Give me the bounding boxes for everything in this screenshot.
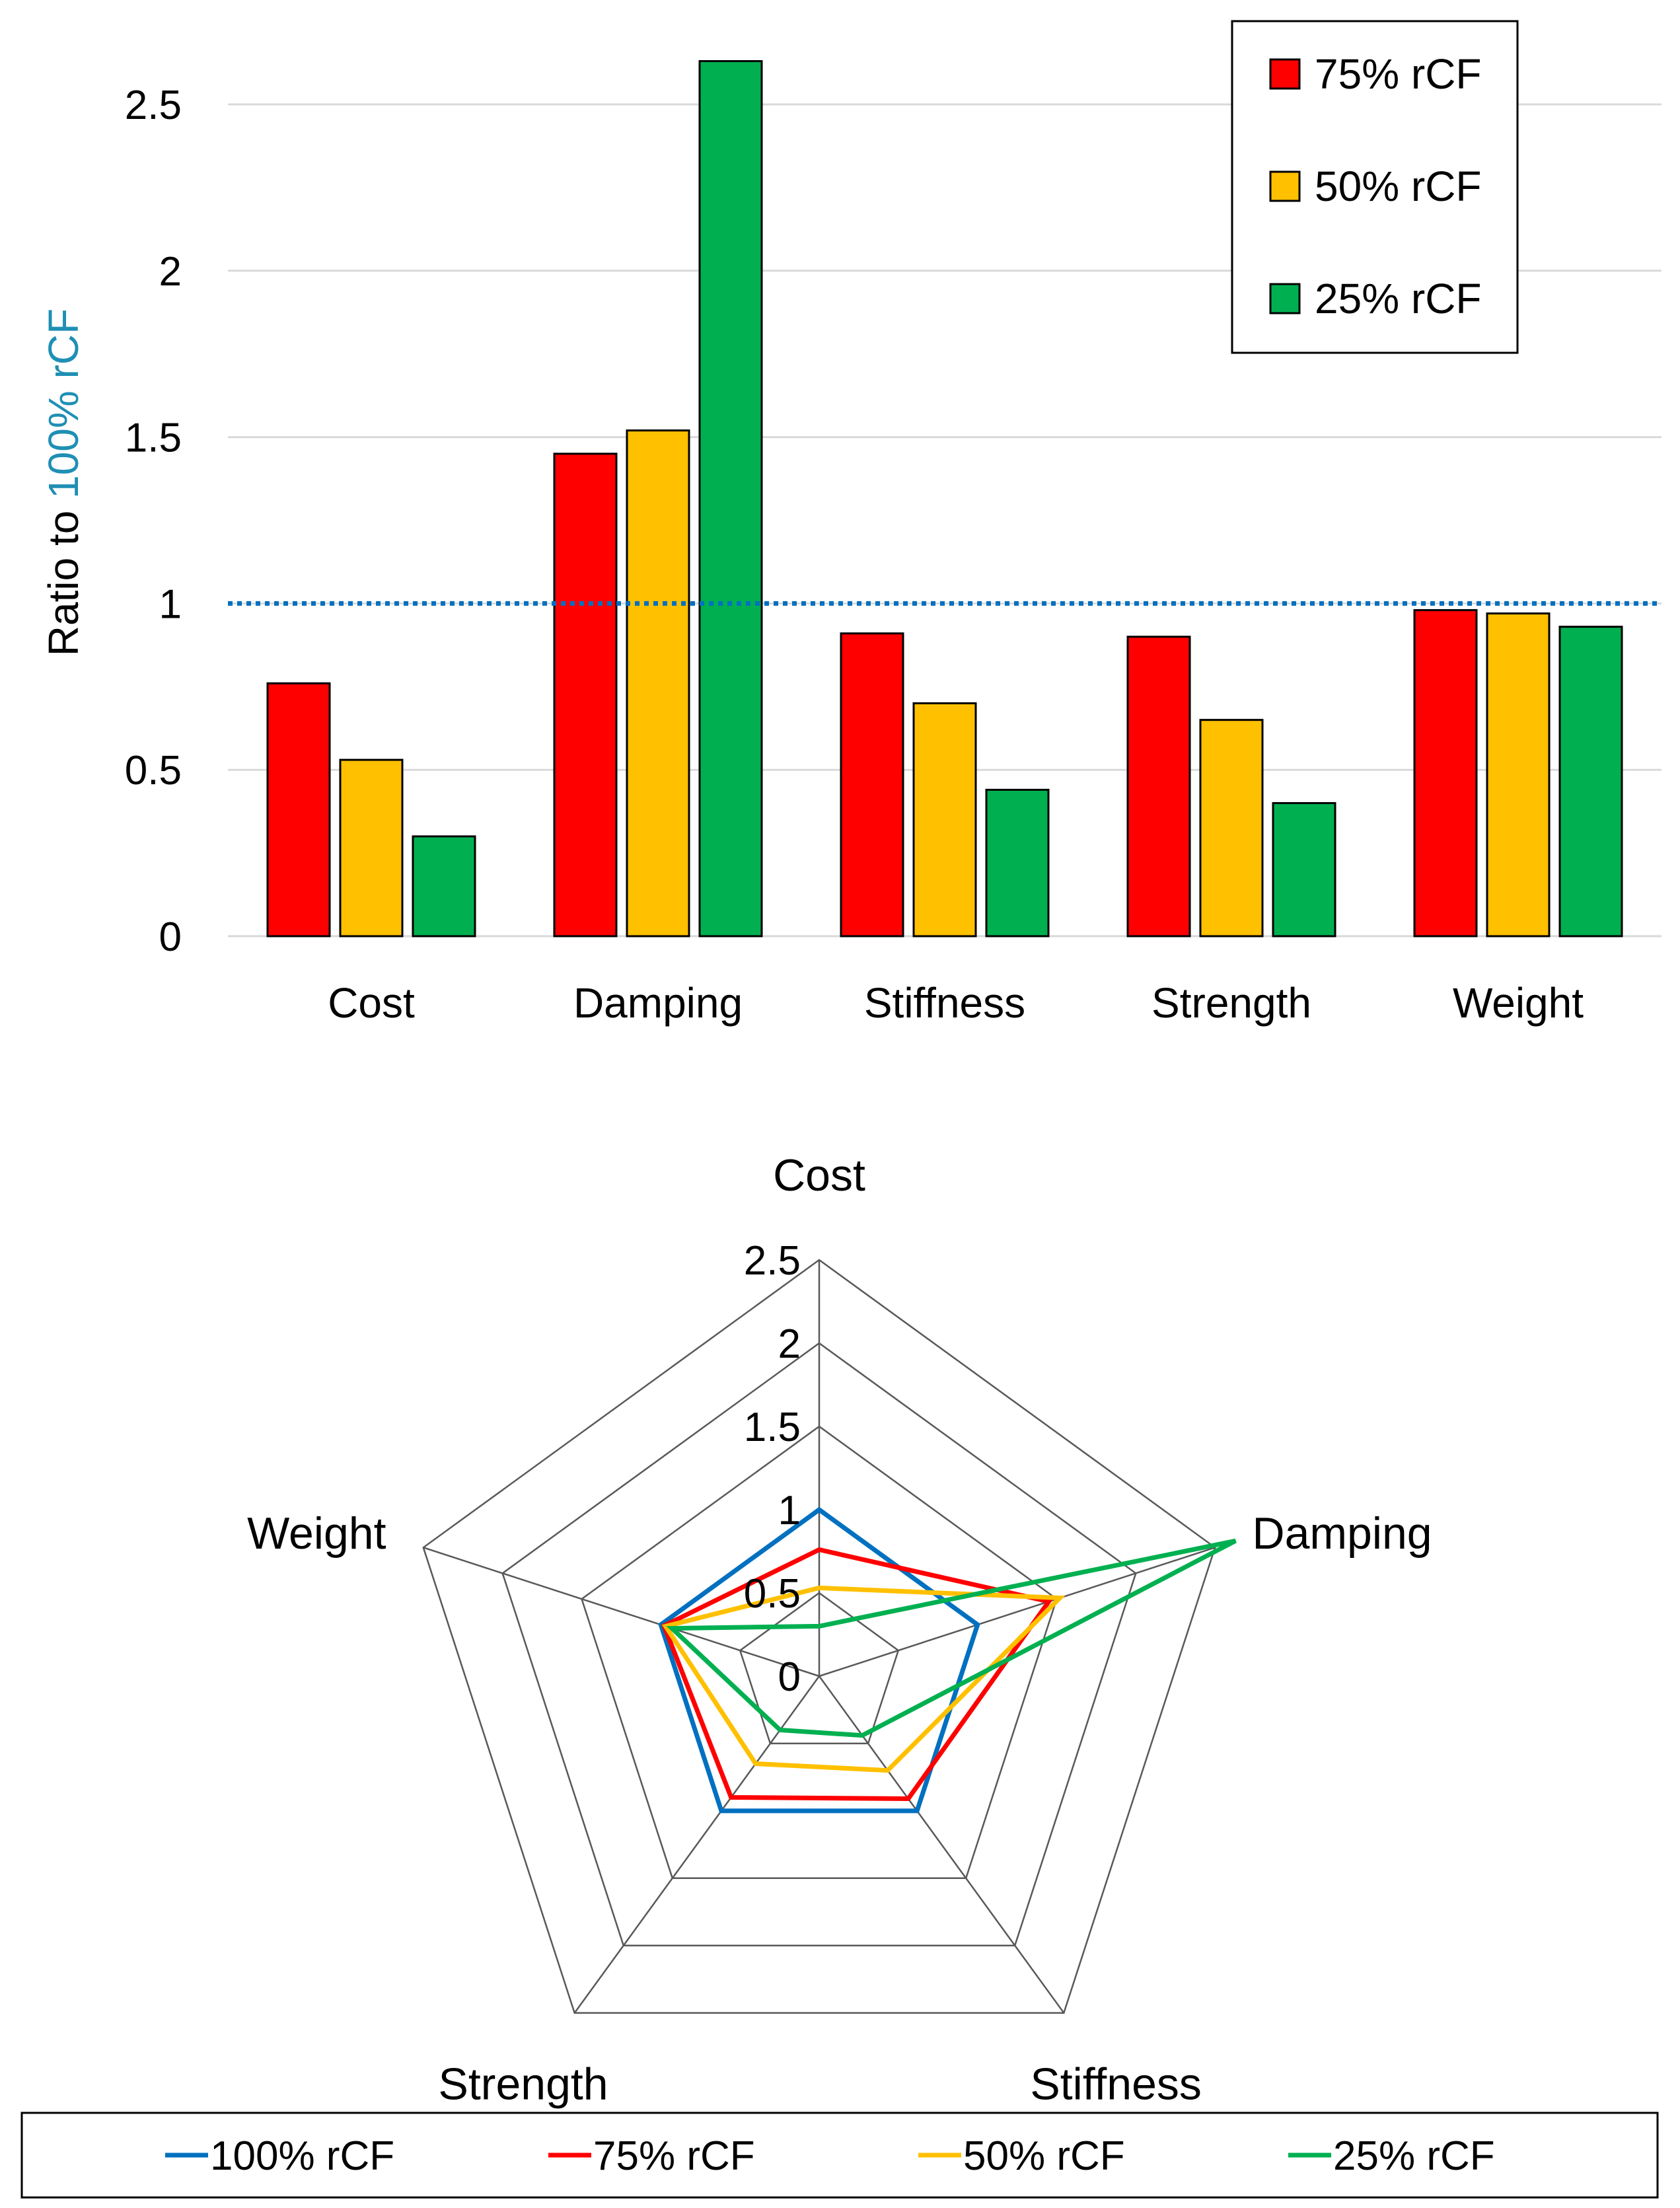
- bar-50rcf-strength: [1199, 719, 1264, 938]
- bar-x-tick-labels: Cost Damping Stiffness Strength Weight: [328, 979, 1584, 1027]
- bar-75rcf-strength: [1126, 636, 1191, 938]
- bar-x-tick-label: Weight: [1453, 979, 1584, 1027]
- y-axis-label-prefix: Ratio to: [40, 499, 87, 656]
- radar-series-75rcf: [661, 1547, 1053, 1802]
- radar-axis-label-weight: Weight: [247, 1508, 386, 1559]
- radar-r-tick-label: 2: [778, 1321, 801, 1367]
- bar-25rcf-strength: [1272, 802, 1336, 938]
- radar-legend: 100% rCF 75% rCF 50% rCF 25% rCF: [20, 2112, 1659, 2199]
- radar-legend-label: 75% rCF: [593, 2133, 755, 2179]
- radar-legend-box: [20, 2112, 1659, 2199]
- bar-50rcf-cost: [339, 758, 404, 938]
- bar-75rcf-damping: [553, 453, 618, 938]
- bar-legend: 75% rCF 50% rCF 25% rCF: [1231, 20, 1519, 354]
- bar-25rcf-damping: [698, 60, 763, 938]
- radar-r-tick-label: 0.5: [744, 1571, 801, 1617]
- bar-legend-label: 25% rCF: [1315, 275, 1482, 322]
- y-axis-label: Ratio to 100% rCF: [40, 309, 87, 656]
- radar-legend-label: 25% rCF: [1333, 2133, 1495, 2179]
- bar-75rcf-cost: [266, 682, 331, 938]
- bar-legend-label: 50% rCF: [1315, 163, 1482, 210]
- bar-y-tick-label: 1: [159, 581, 182, 627]
- radar-ring: [581, 1425, 1058, 1880]
- radar-r-tick-label: 1.5: [744, 1405, 801, 1450]
- bar-series-bars: [266, 60, 1623, 938]
- radar-grid: [422, 1259, 1216, 2014]
- bar-25rcf-weight: [1558, 626, 1623, 938]
- bar-chart: 0 0.5 1 1.5 2 2.5 Cost Damping Stiffness Strengt…: [40, 20, 1662, 1027]
- bar-x-tick-label: Cost: [328, 979, 415, 1027]
- bar-50rcf-weight: [1486, 612, 1551, 938]
- bar-legend-swatch: [1269, 283, 1301, 314]
- bar-y-tick-label: 0.5: [125, 748, 182, 793]
- radar-ring: [422, 1259, 1216, 2014]
- bar-legend-swatch: [1269, 170, 1301, 202]
- bar-y-tick-label: 2.5: [125, 83, 182, 128]
- bar-legend-swatch: [1269, 58, 1301, 90]
- radar-axis-label-strength: Strength: [439, 2059, 608, 2109]
- radar-axis-label-cost: Cost: [773, 1150, 865, 1200]
- bar-50rcf-damping: [626, 429, 690, 938]
- radar-r-tick-label: 2.5: [744, 1238, 801, 1284]
- bar-y-tick-label: 2: [159, 249, 182, 295]
- radar-chart: 0 0.5 1 1.5 2 2.5 Cost Damping Stiffness Strengt…: [20, 1150, 1659, 2199]
- bar-75rcf-weight: [1413, 608, 1478, 938]
- radar-r-tick-label: 1: [778, 1488, 801, 1533]
- bar-25rcf-stiffness: [985, 788, 1050, 938]
- bar-x-tick-label: Damping: [573, 979, 743, 1027]
- bar-y-tick-labels: 0 0.5 1 1.5 2 2.5: [125, 83, 182, 960]
- radar-axis-labels: Cost Damping Stiffness Strength Weight: [247, 1150, 1432, 2109]
- radar-spoke: [573, 1675, 821, 2014]
- bar-legend-label: 75% rCF: [1315, 50, 1482, 98]
- radar-series-50rcf: [661, 1585, 1066, 1773]
- radar-r-tick-labels: 0 0.5 1 1.5 2 2.5: [744, 1238, 801, 1700]
- radar-legend-label: 100% rCF: [210, 2133, 394, 2179]
- bar-x-tick-label: Stiffness: [864, 979, 1025, 1027]
- radar-series-25rcf: [666, 1538, 1237, 1738]
- radar-series-lines: [658, 1506, 1237, 1814]
- radar-spoke: [818, 1675, 1065, 2014]
- bar-75rcf-stiffness: [840, 632, 904, 938]
- radar-r-tick-label: 0: [778, 1654, 801, 1700]
- bar-50rcf-stiffness: [912, 702, 977, 938]
- radar-legend-label: 50% rCF: [963, 2133, 1125, 2179]
- radar-series-100rcf: [658, 1506, 980, 1814]
- radar-ring: [739, 1592, 900, 1745]
- bar-y-tick-label: 1.5: [125, 416, 182, 461]
- bar-x-tick-label: Strength: [1151, 979, 1311, 1027]
- bar-y-tick-label: 0: [159, 914, 182, 960]
- bar-25rcf-cost: [412, 835, 476, 938]
- y-axis-label-highlight: 100% rCF: [40, 309, 87, 499]
- radar-spoke: [423, 1547, 820, 1677]
- radar-spoke: [819, 1547, 1216, 1677]
- radar-ring: [501, 1342, 1137, 1946]
- radar-axis-label-damping: Damping: [1252, 1508, 1432, 1559]
- radar-axis-label-stiffness: Stiffness: [1030, 2059, 1202, 2109]
